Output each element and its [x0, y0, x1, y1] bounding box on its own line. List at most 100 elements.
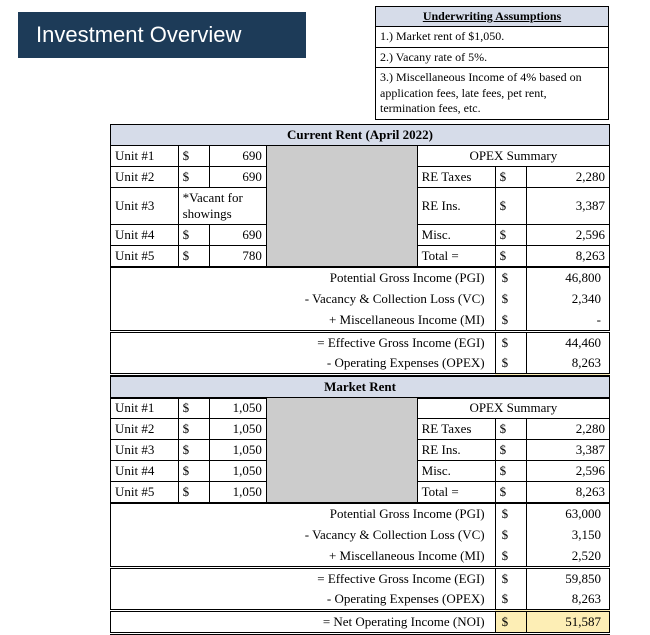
currency: $ — [495, 589, 526, 611]
currency: $ — [495, 289, 526, 310]
unit-rent: 690 — [209, 146, 266, 167]
gray-spacer — [266, 398, 417, 503]
unit-label: Unit #1 — [111, 146, 179, 167]
currency: $ — [495, 610, 526, 633]
summary-value: 63,000 — [526, 504, 609, 525]
opex-value: 3,387 — [526, 188, 609, 225]
currency: $ — [495, 461, 526, 482]
unit-rent: 1,050 — [209, 461, 266, 482]
unit-label: Unit #4 — [111, 225, 179, 246]
currency: $ — [495, 504, 526, 525]
currency: $ — [178, 246, 209, 267]
unit-label: Unit #5 — [111, 246, 179, 267]
unit-label: Unit #2 — [111, 419, 179, 440]
unit-label: Unit #4 — [111, 461, 179, 482]
opex-label: RE Taxes — [417, 167, 495, 188]
currency: $ — [178, 419, 209, 440]
currency: $ — [178, 461, 209, 482]
currency: $ — [495, 331, 526, 353]
summary-value: 46,800 — [526, 268, 609, 289]
assumption-item: 3.) Miscellaneous Income of 4% based on … — [376, 68, 608, 119]
summary-value: 3,150 — [526, 525, 609, 546]
currency: $ — [495, 525, 526, 546]
summary-label: - Vacancy & Collection Loss (VC) — [111, 289, 496, 310]
currency: $ — [495, 225, 526, 246]
unit-label: Unit #3 — [111, 440, 179, 461]
currency: $ — [495, 353, 526, 375]
unit-label: Unit #5 — [111, 482, 179, 503]
gray-spacer — [266, 146, 417, 267]
currency: $ — [178, 146, 209, 167]
currency: $ — [495, 310, 526, 332]
opex-value: 2,596 — [526, 225, 609, 246]
unit-label: Unit #3 — [111, 188, 179, 225]
summary-label: Potential Gross Income (PGI) — [111, 504, 496, 525]
summary-value: 44,460 — [526, 331, 609, 353]
opex-value: 2,596 — [526, 461, 609, 482]
assumption-item: 1.) Market rent of $1,050. — [376, 27, 608, 48]
opex-label: Total = — [417, 482, 495, 503]
current-header: Current Rent (April 2022) — [111, 125, 610, 146]
currency: $ — [178, 398, 209, 419]
unit-rent: 1,050 — [209, 398, 266, 419]
summary-label: + Miscellaneous Income (MI) — [111, 310, 496, 332]
summary-value: 8,263 — [526, 353, 609, 375]
opex-value: 2,280 — [526, 167, 609, 188]
unit-label: Unit #2 — [111, 167, 179, 188]
opex-value: 3,387 — [526, 440, 609, 461]
summary-label: - Operating Expenses (OPEX) — [111, 589, 496, 611]
unit-rent: 1,050 — [209, 482, 266, 503]
currency: $ — [495, 188, 526, 225]
summary-value: - — [526, 310, 609, 332]
unit-rent: 1,050 — [209, 419, 266, 440]
opex-value: 2,280 — [526, 419, 609, 440]
opex-header: OPEX Summary — [417, 398, 609, 419]
currency: $ — [495, 546, 526, 568]
opex-value: 8,263 — [526, 246, 609, 267]
opex-value: 8,263 — [526, 482, 609, 503]
opex-label: RE Ins. — [417, 440, 495, 461]
current-rent-table: Current Rent (April 2022) Unit #1 $ 690 … — [110, 124, 610, 267]
opex-header: OPEX Summary — [417, 146, 609, 167]
assumption-item: 2.) Vacany rate of 5%. — [376, 48, 608, 69]
market-summary-table: Potential Gross Income (PGI)$63,000 - Va… — [110, 503, 610, 635]
currency: $ — [495, 246, 526, 267]
currency: $ — [495, 567, 526, 589]
summary-value: 2,340 — [526, 289, 609, 310]
opex-label: Misc. — [417, 225, 495, 246]
opex-label: Misc. — [417, 461, 495, 482]
noi-value: 51,587 — [526, 610, 609, 633]
currency: $ — [495, 440, 526, 461]
unit-rent: 690 — [209, 225, 266, 246]
summary-value: 8,263 — [526, 589, 609, 611]
vacant-note: *Vacant for showings — [178, 188, 266, 225]
summary-label: = Effective Gross Income (EGI) — [111, 331, 496, 353]
unit-rent: 1,050 — [209, 440, 266, 461]
currency: $ — [495, 167, 526, 188]
market-rent-section: Market Rent Unit #1 $ 1,050 OPEX Summary… — [110, 376, 610, 635]
currency: $ — [495, 419, 526, 440]
summary-label: + Miscellaneous Income (MI) — [111, 546, 496, 568]
summary-label: = Net Operating Income (NOI) — [111, 610, 496, 633]
opex-label: RE Taxes — [417, 419, 495, 440]
unit-label: Unit #1 — [111, 398, 179, 419]
summary-label: - Operating Expenses (OPEX) — [111, 353, 496, 375]
market-header: Market Rent — [111, 377, 610, 398]
currency: $ — [178, 225, 209, 246]
unit-rent: 780 — [209, 246, 266, 267]
opex-label: Total = — [417, 246, 495, 267]
summary-label: = Effective Gross Income (EGI) — [111, 567, 496, 589]
opex-label: RE Ins. — [417, 188, 495, 225]
underwriting-assumptions: Underwriting Assumptions 1.) Market rent… — [375, 6, 609, 120]
page-title: Investment Overview — [18, 12, 306, 58]
summary-label: Potential Gross Income (PGI) — [111, 268, 496, 289]
currency: $ — [178, 482, 209, 503]
currency: $ — [178, 440, 209, 461]
assumptions-header: Underwriting Assumptions — [376, 7, 608, 27]
unit-rent: 690 — [209, 167, 266, 188]
currency: $ — [495, 268, 526, 289]
summary-value: 59,850 — [526, 567, 609, 589]
summary-value: 2,520 — [526, 546, 609, 568]
market-rent-table: Market Rent Unit #1 $ 1,050 OPEX Summary… — [110, 376, 610, 503]
currency: $ — [495, 482, 526, 503]
